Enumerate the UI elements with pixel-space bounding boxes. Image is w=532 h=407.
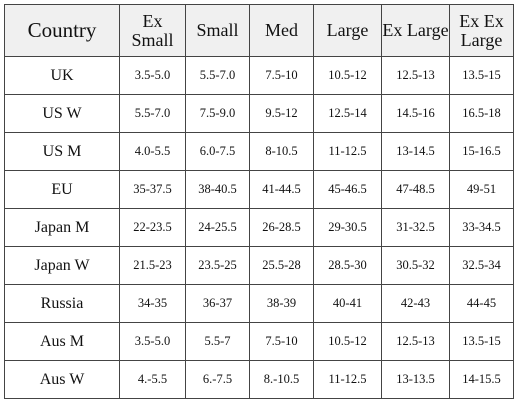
size-range-cell: 12.5-13 — [381, 56, 450, 95]
column-header-size: Med — [249, 4, 314, 57]
country-cell: Russia — [4, 284, 120, 323]
table-row: Japan W 21.5-23 23.5-25 25.5-28 28.5-30 30.5-… — [4, 246, 514, 285]
size-range-cell: 33-34.5 — [449, 208, 514, 247]
size-range-cell: 41-44.5 — [249, 170, 314, 209]
header-row: Country Ex Small Small Med Large Ex Large Ex E… — [4, 4, 514, 57]
size-range-cell: 30.5-32 — [381, 246, 450, 285]
size-range-cell: 11-12.5 — [313, 360, 382, 399]
size-range-cell: 47-48.5 — [381, 170, 450, 209]
size-range-cell: 45-46.5 — [313, 170, 382, 209]
size-range-cell: 4.0-5.5 — [119, 132, 186, 171]
size-range-cell: 9.5-12 — [249, 94, 314, 133]
size-range-cell: 13-13.5 — [381, 360, 450, 399]
size-chart: Country Ex Small Small Med Large Ex Large Ex E… — [4, 4, 514, 399]
country-cell: Japan M — [4, 208, 120, 247]
size-range-cell: 6.-7.5 — [185, 360, 250, 399]
size-range-cell: 42-43 — [381, 284, 450, 323]
size-range-cell: 32.5-34 — [449, 246, 514, 285]
column-header-size: Ex Ex Large — [449, 4, 514, 57]
size-range-cell: 12.5-14 — [313, 94, 382, 133]
country-cell: UK — [4, 56, 120, 95]
country-cell: EU — [4, 170, 120, 209]
table-row: Russia 34-35 36-37 38-39 40-41 42-43 44-45 — [4, 284, 514, 323]
size-range-cell: 13-14.5 — [381, 132, 450, 171]
size-range-cell: 31-32.5 — [381, 208, 450, 247]
size-range-cell: 40-41 — [313, 284, 382, 323]
size-range-cell: 49-51 — [449, 170, 514, 209]
size-range-cell: 6.0-7.5 — [185, 132, 250, 171]
size-range-cell: 8-10.5 — [249, 132, 314, 171]
size-range-cell: 16.5-18 — [449, 94, 514, 133]
size-range-cell: 22-23.5 — [119, 208, 186, 247]
size-range-cell: 28.5-30 — [313, 246, 382, 285]
table-row: US W 5.5-7.0 7.5-9.0 9.5-12 12.5-14 14.5-16 16… — [4, 94, 514, 133]
size-range-cell: 7.5-10 — [249, 322, 314, 361]
table-row: US M 4.0-5.5 6.0-7.5 8-10.5 11-12.5 13-14.5 15… — [4, 132, 514, 171]
size-range-cell: 3.5-5.0 — [119, 56, 186, 95]
table-body: UK 3.5-5.0 5.5-7.0 7.5-10 10.5-12 12.5-13 13.5… — [4, 56, 514, 399]
size-range-cell: 26-28.5 — [249, 208, 314, 247]
size-range-cell: 35-37.5 — [119, 170, 186, 209]
size-range-cell: 14-15.5 — [449, 360, 514, 399]
size-range-cell: 3.5-5.0 — [119, 322, 186, 361]
size-range-cell: 8.-10.5 — [249, 360, 314, 399]
table-row: UK 3.5-5.0 5.5-7.0 7.5-10 10.5-12 12.5-13 13.5… — [4, 56, 514, 95]
country-cell: Aus M — [4, 322, 120, 361]
size-range-cell: 10.5-12 — [313, 56, 382, 95]
size-range-cell: 10.5-12 — [313, 322, 382, 361]
size-range-cell: 13.5-15 — [449, 56, 514, 95]
size-range-cell: 12.5-13 — [381, 322, 450, 361]
size-range-cell: 25.5-28 — [249, 246, 314, 285]
size-range-cell: 5.5-7.0 — [185, 56, 250, 95]
country-cell: US W — [4, 94, 120, 133]
column-header-size: Large — [313, 4, 382, 57]
country-cell: Japan W — [4, 246, 120, 285]
country-cell: US M — [4, 132, 120, 171]
size-range-cell: 24-25.5 — [185, 208, 250, 247]
size-range-cell: 5.5-7 — [185, 322, 250, 361]
country-cell: Aus W — [4, 360, 120, 399]
size-range-cell: 38-40.5 — [185, 170, 250, 209]
size-range-cell: 7.5-10 — [249, 56, 314, 95]
size-range-cell: 14.5-16 — [381, 94, 450, 133]
size-conversion-table: Country Ex Small Small Med Large Ex Large Ex E… — [4, 4, 514, 399]
column-header-size: Small — [185, 4, 250, 57]
size-range-cell: 7.5-9.0 — [185, 94, 250, 133]
size-range-cell: 4.-5.5 — [119, 360, 186, 399]
table-row: Aus W 4.-5.5 6.-7.5 8.-10.5 11-12.5 13-13.5 14… — [4, 360, 514, 399]
size-range-cell: 11-12.5 — [313, 132, 382, 171]
size-range-cell: 29-30.5 — [313, 208, 382, 247]
size-range-cell: 21.5-23 — [119, 246, 186, 285]
size-range-cell: 15-16.5 — [449, 132, 514, 171]
size-range-cell: 13.5-15 — [449, 322, 514, 361]
column-header-size: Ex Large — [381, 4, 450, 57]
size-range-cell: 44-45 — [449, 284, 514, 323]
table-row: Japan M 22-23.5 24-25.5 26-28.5 29-30.5 31-32… — [4, 208, 514, 247]
size-range-cell: 5.5-7.0 — [119, 94, 186, 133]
column-header-country: Country — [4, 4, 120, 57]
size-range-cell: 36-37 — [185, 284, 250, 323]
size-range-cell: 23.5-25 — [185, 246, 250, 285]
column-header-size: Ex Small — [119, 4, 186, 57]
table-row: EU 35-37.5 38-40.5 41-44.5 45-46.5 47-48.5 49-… — [4, 170, 514, 209]
size-range-cell: 38-39 — [249, 284, 314, 323]
size-range-cell: 34-35 — [119, 284, 186, 323]
table-row: Aus M 3.5-5.0 5.5-7 7.5-10 10.5-12 12.5-13 13.… — [4, 322, 514, 361]
